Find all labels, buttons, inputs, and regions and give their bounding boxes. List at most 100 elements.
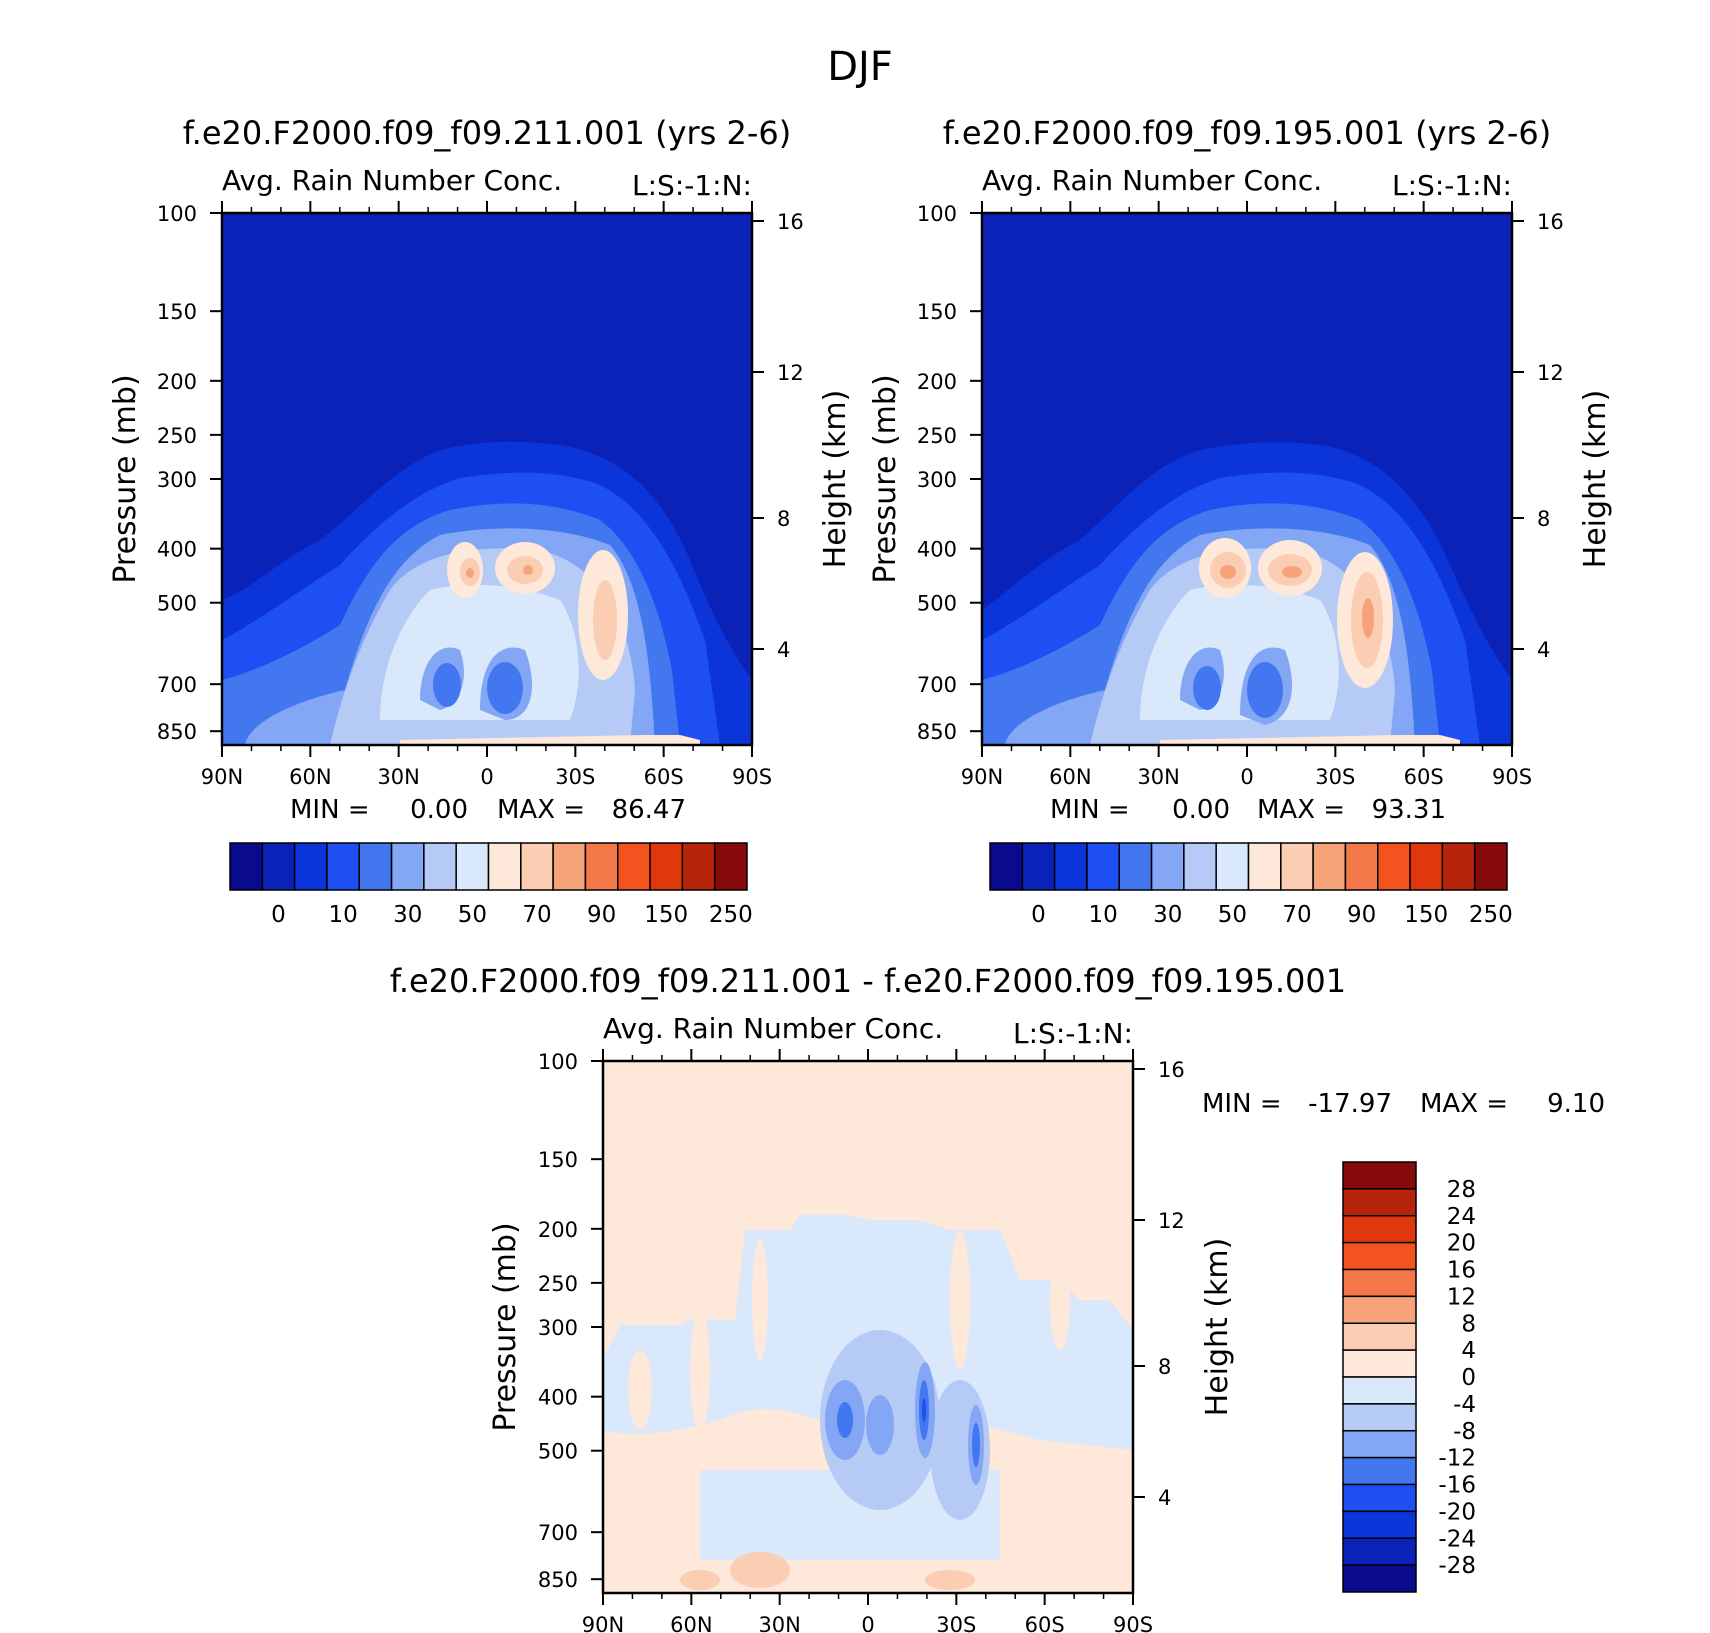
panel-2-min-label: MIN = bbox=[1050, 795, 1130, 825]
colorbar-label: -12 bbox=[1438, 1446, 1476, 1472]
colorbar-label: 28 bbox=[1447, 1177, 1476, 1203]
colorbar-box bbox=[390, 842, 425, 891]
y-right-tick-label: 12 bbox=[777, 361, 804, 385]
panel-2-colorbar: 0 10 30 50 70 90 150 250 bbox=[989, 842, 1513, 928]
colorbar-box bbox=[552, 842, 587, 891]
colorbar-box bbox=[617, 842, 651, 891]
panel-1-axis-ticks: 90N 60N 30N 0 30S 60S 90S 100 150 200 250 300 400 500… bbox=[157, 201, 804, 789]
x-tick-label: 90N bbox=[582, 1613, 624, 1633]
y-right-tick-label: 8 bbox=[777, 507, 790, 531]
y-right-tick-label: 16 bbox=[777, 210, 804, 234]
colorbar-box bbox=[261, 842, 296, 891]
panel-2-ylabel-right: Height (km) bbox=[1578, 390, 1613, 569]
colorbar-label: -8 bbox=[1453, 1419, 1476, 1445]
y-tick-label: 700 bbox=[157, 673, 197, 697]
colorbar-label: 50 bbox=[458, 902, 487, 928]
colorbar-box bbox=[1342, 1564, 1417, 1593]
colorbar-label: 150 bbox=[644, 902, 688, 928]
x-tick-label: 30S bbox=[555, 765, 595, 789]
colorbar-label: 4 bbox=[1461, 1338, 1476, 1364]
y-tick-label: 200 bbox=[538, 1218, 578, 1242]
panel-3-min-label: MIN = bbox=[1202, 1089, 1282, 1119]
panel-1-min-label: MIN = bbox=[290, 795, 370, 825]
colorbar-box bbox=[1342, 1215, 1417, 1244]
colorbar-box bbox=[358, 842, 393, 891]
x-tick-label: 0 bbox=[1240, 765, 1253, 789]
colorbar-label: 10 bbox=[328, 902, 357, 928]
colorbar-box bbox=[1312, 842, 1347, 891]
panel-2-corner-label: L:S:-1:N: bbox=[1392, 169, 1512, 202]
panel-1-contour-field bbox=[222, 213, 752, 745]
colorbar-box bbox=[713, 842, 748, 891]
y-right-tick-label: 16 bbox=[1537, 210, 1564, 234]
colorbar-label: 70 bbox=[1282, 902, 1311, 928]
colorbar-label: 10 bbox=[1088, 902, 1117, 928]
colorbar-box bbox=[1342, 1295, 1417, 1324]
y-right-tick-label: 8 bbox=[1158, 1355, 1171, 1379]
y-tick-label: 400 bbox=[917, 538, 957, 562]
y-tick-label: 700 bbox=[538, 1521, 578, 1545]
colorbar-label: 20 bbox=[1447, 1231, 1476, 1257]
panel-2-ylabel: Pressure (mb) bbox=[868, 374, 903, 583]
x-tick-label: 60N bbox=[289, 765, 331, 789]
y-right-tick-label: 16 bbox=[1158, 1058, 1185, 1082]
colorbar-box bbox=[1342, 1188, 1417, 1217]
panel-1-ylabel: Pressure (mb) bbox=[108, 374, 143, 583]
x-tick-label: 30N bbox=[758, 1613, 800, 1633]
colorbar-box bbox=[1342, 1456, 1417, 1486]
panel-2-max-label: MAX = bbox=[1257, 795, 1345, 825]
panel-3-ylabel: Pressure (mb) bbox=[488, 1222, 523, 1431]
panel-3-ylabel-right: Height (km) bbox=[1200, 1238, 1235, 1417]
x-tick-label: 60S bbox=[1025, 1613, 1065, 1633]
colorbar-box bbox=[487, 842, 522, 891]
colorbar-label: 16 bbox=[1447, 1258, 1476, 1284]
colorbar-box bbox=[1441, 842, 1476, 891]
colorbar-box bbox=[423, 842, 457, 891]
panel-1-ylabel-right: Height (km) bbox=[818, 390, 853, 569]
panel-3-title: f.e20.F2000.f09_f09.211.001 - f.e20.F200… bbox=[390, 962, 1346, 1000]
colorbar-label: 50 bbox=[1218, 902, 1247, 928]
colorbar-box bbox=[326, 842, 360, 891]
y-tick-label: 200 bbox=[157, 370, 197, 394]
y-right-tick-label: 4 bbox=[1537, 638, 1550, 662]
y-right-tick-label: 4 bbox=[777, 638, 790, 662]
x-tick-label: 90S bbox=[732, 765, 772, 789]
y-right-tick-label: 12 bbox=[1158, 1209, 1185, 1233]
colorbar-label: 0 bbox=[1461, 1365, 1476, 1391]
y-tick-label: 400 bbox=[538, 1386, 578, 1410]
x-tick-label: 90N bbox=[961, 765, 1003, 789]
x-tick-label: 30S bbox=[936, 1613, 976, 1633]
colorbar-label: 250 bbox=[709, 902, 753, 928]
colorbar-label: -4 bbox=[1453, 1392, 1476, 1418]
colorbar-box bbox=[1342, 1241, 1417, 1271]
colorbar-box bbox=[1021, 842, 1056, 891]
colorbar-label: 8 bbox=[1461, 1311, 1476, 1337]
colorbar-box bbox=[1342, 1322, 1417, 1351]
y-right-tick-label: 12 bbox=[1537, 361, 1564, 385]
colorbar-box bbox=[1247, 842, 1282, 891]
y-tick-label: 150 bbox=[157, 300, 197, 324]
x-tick-label: 0 bbox=[480, 765, 493, 789]
colorbar-box bbox=[1280, 842, 1314, 891]
y-tick-label: 500 bbox=[538, 1440, 578, 1464]
colorbar-label: -24 bbox=[1438, 1526, 1476, 1552]
colorbar-box bbox=[1342, 1510, 1417, 1539]
colorbar-box bbox=[1215, 842, 1250, 891]
panel-3-corner-label: L:S:-1:N: bbox=[1013, 1017, 1133, 1050]
colorbar-box bbox=[520, 842, 554, 891]
panel-2-contour-field bbox=[982, 213, 1512, 745]
colorbar-box bbox=[1342, 1268, 1417, 1298]
y-tick-label: 150 bbox=[538, 1148, 578, 1172]
colorbar-box bbox=[1342, 1483, 1417, 1513]
panel-3: f.e20.F2000.f09_f09.211.001 - f.e20.F200… bbox=[390, 962, 1605, 1633]
x-tick-label: 60S bbox=[1404, 765, 1444, 789]
colorbar-label: 24 bbox=[1447, 1204, 1476, 1230]
panel-1-title: f.e20.F2000.f09_f09.211.001 (yrs 2-6) bbox=[183, 114, 792, 152]
y-tick-label: 400 bbox=[157, 538, 197, 562]
panel-3-axis-ticks: 90N 60N 30N 0 30S 60S 90S 100 150 200 250 300 400 500… bbox=[538, 1049, 1185, 1633]
y-tick-label: 850 bbox=[538, 1568, 578, 1592]
colorbar-label: 90 bbox=[1347, 902, 1376, 928]
x-tick-label: 60N bbox=[1049, 765, 1091, 789]
x-tick-label: 60N bbox=[670, 1613, 712, 1633]
